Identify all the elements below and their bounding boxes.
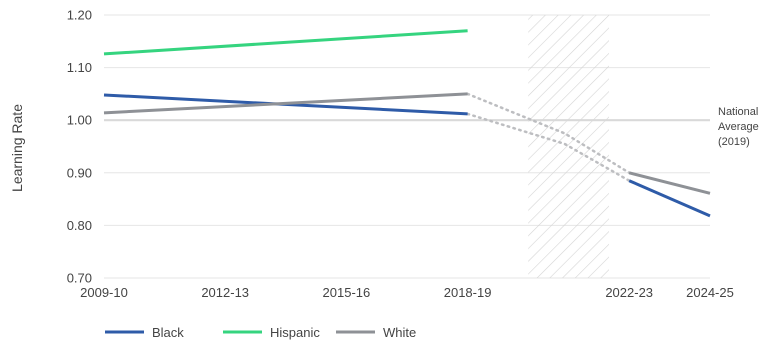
y-tick-label: 0.70 bbox=[67, 271, 92, 286]
y-axis-ticks: 0.70 0.80 0.90 1.00 1.10 1.20 bbox=[67, 8, 92, 286]
y-tick-label: 0.80 bbox=[67, 218, 92, 233]
reference-line-label: Average bbox=[718, 121, 759, 133]
legend-label-white: White bbox=[383, 325, 416, 340]
x-tick-label: 2024-25 bbox=[686, 285, 734, 300]
x-tick-label: 2015-16 bbox=[323, 285, 371, 300]
series-lines bbox=[103, 29, 711, 218]
series-white-line bbox=[103, 92, 468, 115]
reference-line-label: (2019) bbox=[718, 136, 750, 148]
y-tick-label: 1.10 bbox=[67, 60, 92, 75]
x-axis-ticks: 2009-10 2012-13 2015-16 2018-19 2022-23 2024-… bbox=[80, 285, 734, 300]
y-tick-label: 0.90 bbox=[67, 165, 92, 180]
series-black-line-late bbox=[628, 179, 711, 218]
y-tick-label: 1.20 bbox=[67, 8, 92, 23]
legend-label-hispanic: Hispanic bbox=[270, 325, 320, 340]
x-tick-label: 2022-23 bbox=[605, 285, 653, 300]
y-tick-label: 1.00 bbox=[67, 113, 92, 128]
series-hispanic-line bbox=[103, 29, 468, 56]
series-black-projection bbox=[466, 112, 631, 182]
legend: Black Hispanic White bbox=[105, 325, 416, 340]
x-tick-label: 2012-13 bbox=[201, 285, 249, 300]
x-tick-label: 2018-19 bbox=[444, 285, 492, 300]
series-white-projection bbox=[466, 92, 631, 175]
y-axis-label: Learning Rate bbox=[9, 104, 25, 192]
national-average-label: National Average (2019) bbox=[718, 106, 759, 148]
x-tick-label: 2009-10 bbox=[80, 285, 128, 300]
hatched-region bbox=[528, 15, 609, 278]
reference-line-label: National bbox=[718, 106, 758, 118]
hatched-gap-region bbox=[528, 15, 609, 278]
series-white-line-late bbox=[628, 171, 711, 195]
gridlines bbox=[104, 14, 710, 279]
legend-label-black: Black bbox=[152, 325, 184, 340]
